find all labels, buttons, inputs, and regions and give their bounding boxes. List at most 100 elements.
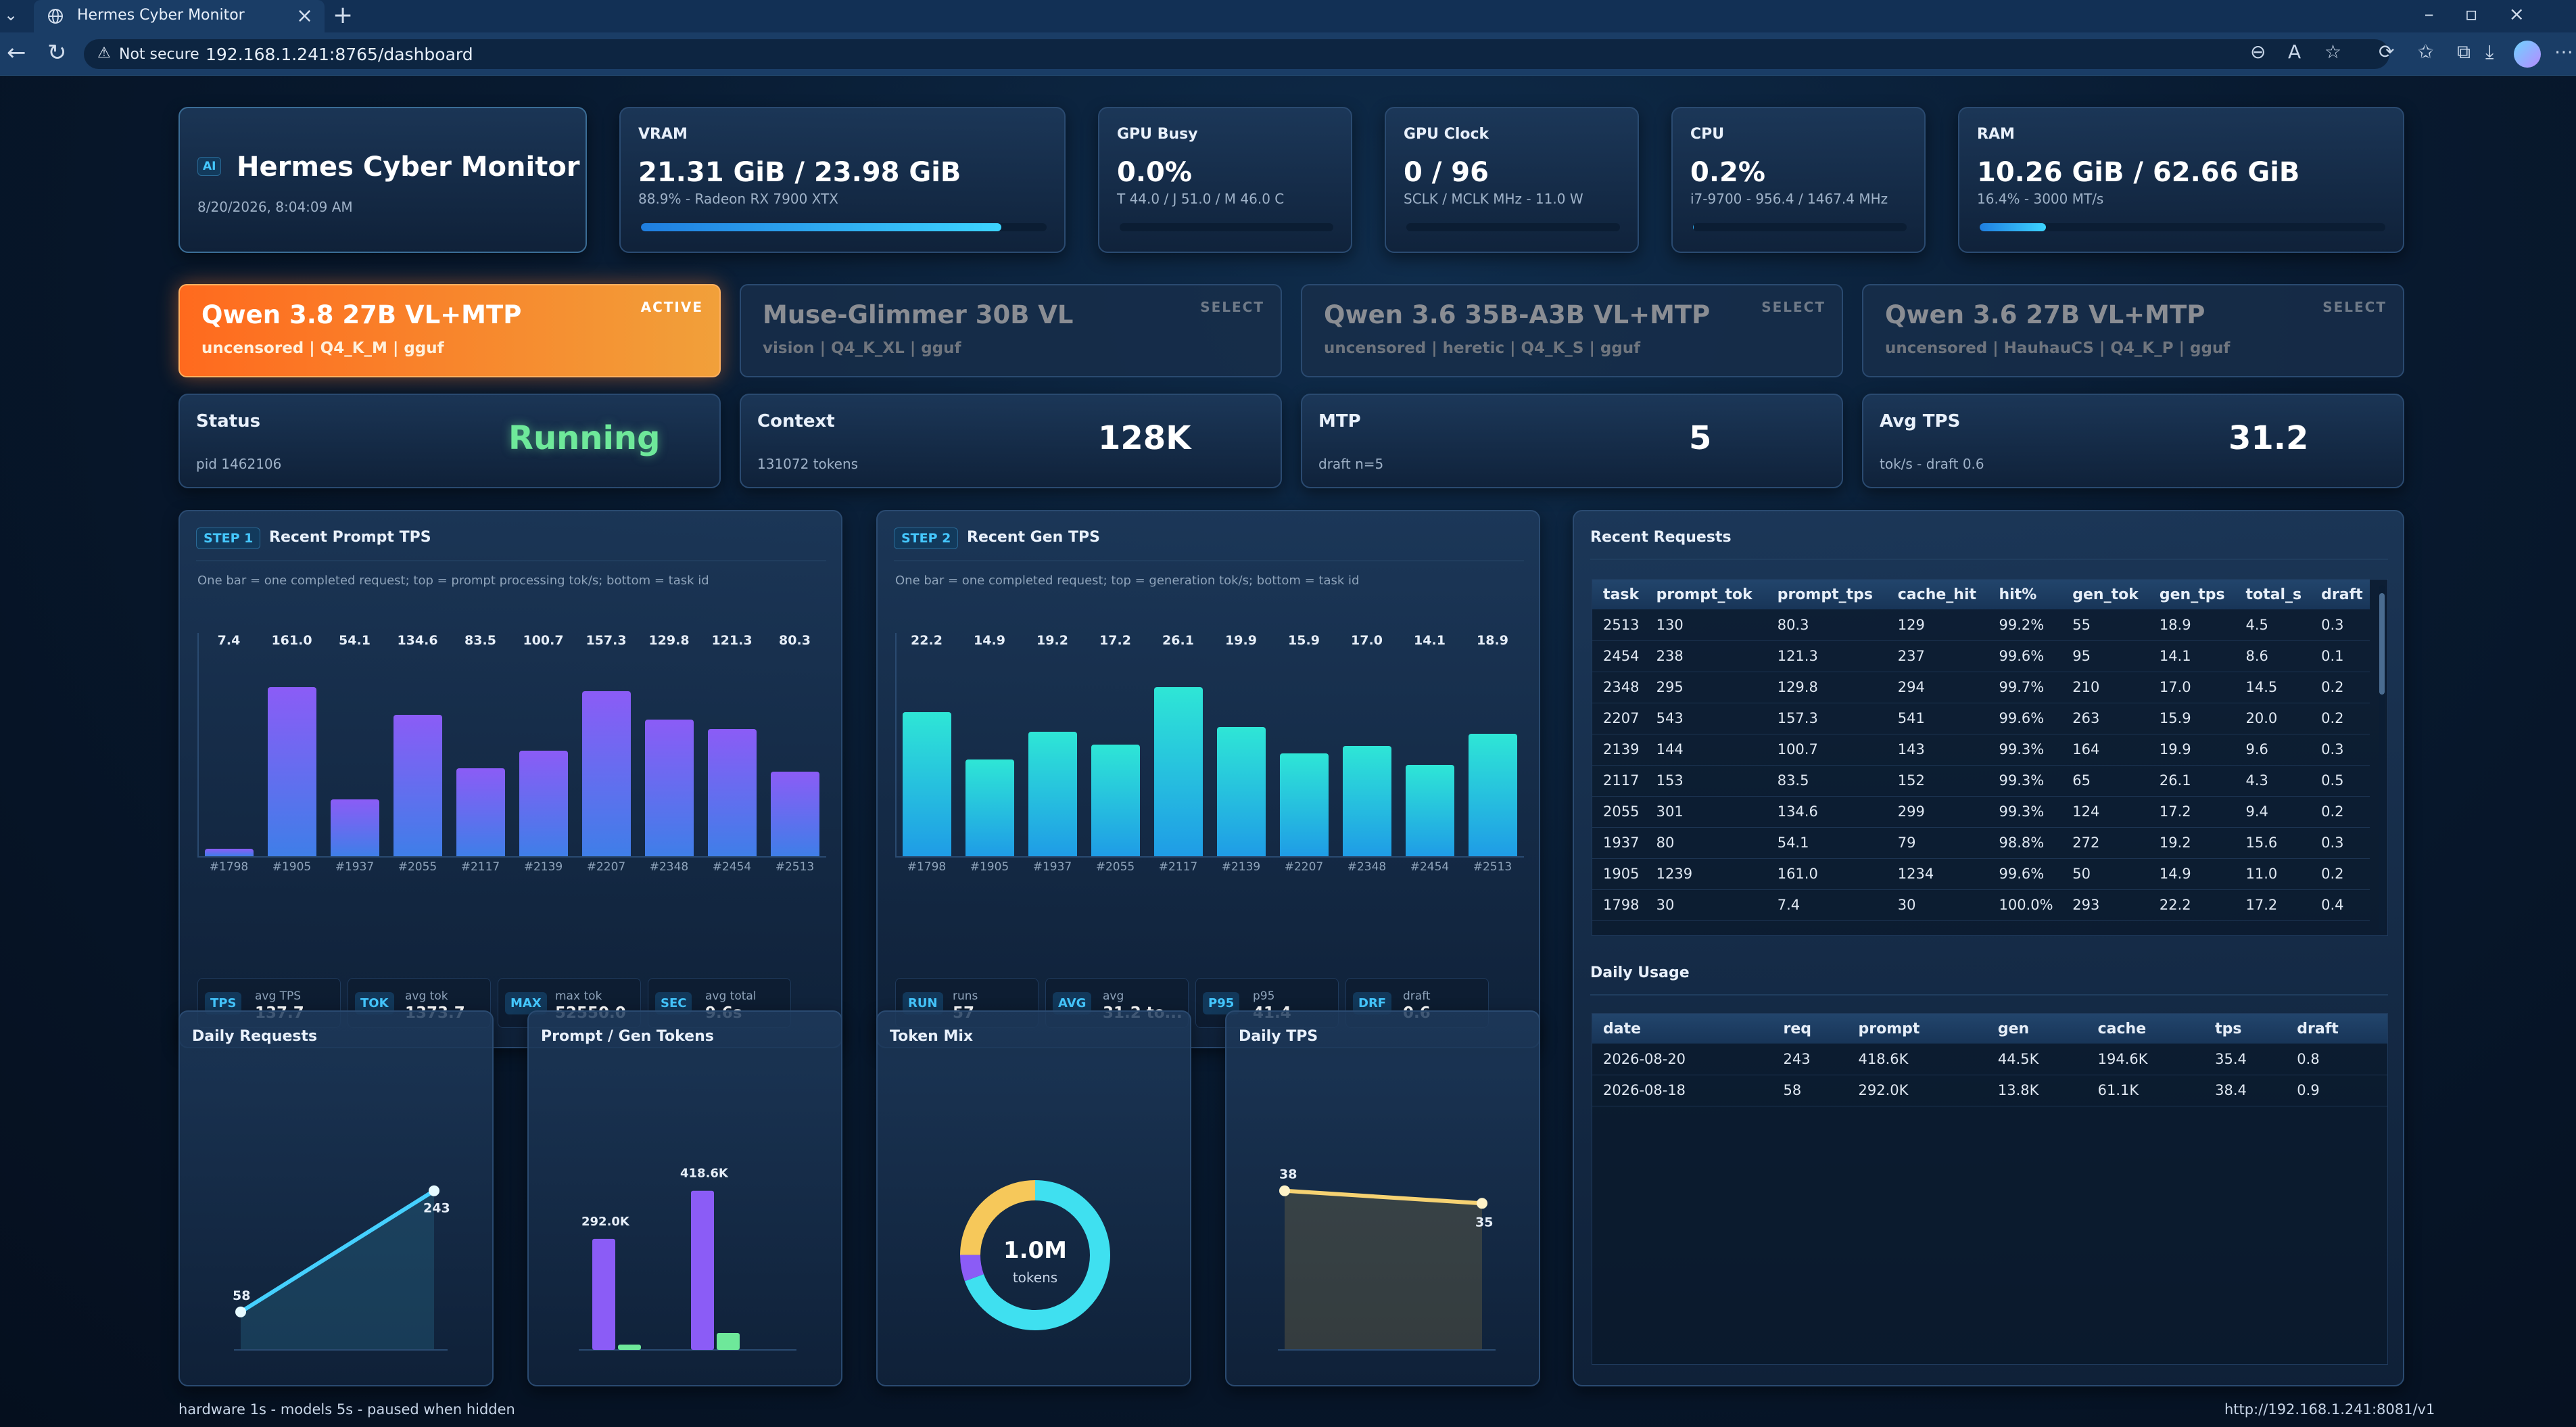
vram-label: VRAM [638, 126, 688, 143]
data-label: 17.0 [1351, 633, 1383, 648]
data-label: 26.1 [1162, 633, 1194, 648]
read-aloud-icon[interactable]: A [2288, 41, 2301, 63]
warning-icon[interactable]: ⚠ [97, 45, 111, 62]
panel-title: Recent Prompt TPS [269, 529, 431, 546]
select-button[interactable]: SELECT [1761, 299, 1826, 315]
chart-title: Daily Requests [192, 1028, 318, 1045]
close-tab-icon[interactable]: × [296, 4, 314, 28]
scrollbar-thumb[interactable] [2379, 593, 2385, 695]
table-cell: 8.6 [2235, 640, 2311, 672]
data-label: 17.2 [1099, 633, 1131, 648]
data-label: 129.8 [648, 633, 690, 648]
table-cell: 143 [1886, 734, 1988, 766]
model-name: Qwen 3.6 27B VL+MTP [1885, 300, 2205, 329]
model-card-1[interactable]: Qwen 3.8 27B VL+MTP uncensored | Q4_K_M … [178, 284, 721, 377]
table-cell: 418.6K [1847, 1044, 1987, 1075]
avg-tps-card: Avg TPS tok/s - draft 0.6 31.2 [1862, 394, 2404, 488]
table-cell: 210 [2061, 672, 2149, 703]
ram-bar [1980, 223, 2385, 231]
new-tab-icon[interactable]: + [333, 1, 354, 29]
bar [519, 750, 568, 856]
refresh-icon[interactable]: ↻ [47, 39, 67, 66]
kpi-label: avg TPS [255, 989, 302, 1003]
download-icon[interactable]: ⤓ [2485, 41, 2494, 63]
ram-card: RAM 10.26 GiB / 62.66 GiB 16.4% - 3000 M… [1958, 107, 2404, 253]
table-cell: 9.4 [2235, 796, 2311, 828]
table-cell: 26.1 [2148, 765, 2235, 797]
tab-menu-icon[interactable]: ⌄ [4, 5, 18, 24]
table-cell: 293 [2061, 889, 2149, 921]
vram-card: VRAM 21.31 GiB / 23.98 GiB 88.9% - Radeo… [619, 107, 1066, 253]
bar [393, 714, 442, 856]
table-cell: 2139 [1592, 734, 1646, 766]
favorites-icon[interactable]: ✩ [2418, 41, 2434, 63]
bar [618, 1344, 641, 1350]
data-label: 100.7 [523, 633, 564, 648]
data-label: 15.9 [1288, 633, 1320, 648]
zoom-icon[interactable]: ⊖ [2250, 41, 2266, 63]
requests-table: task prompt_tok prompt_tps cache_hit hit% gen… [1592, 580, 2370, 921]
table-cell: 1798 [1592, 889, 1646, 921]
favorite-star-icon[interactable]: ☆ [2324, 41, 2342, 63]
recent-requests-table: task prompt_tok prompt_tps cache_hit hit% gen… [1592, 579, 2388, 936]
table-cell: 161.0 [1766, 858, 1887, 890]
gpu-clock-label: GPU Clock [1404, 126, 1489, 143]
mtp-card: MTP draft n=5 5 [1301, 394, 1843, 488]
model-name: Qwen 3.6 35B-A3B VL+MTP [1324, 300, 1711, 329]
center-value: 1.0M [1003, 1237, 1067, 1264]
chart-title: Daily TPS [1239, 1028, 1318, 1045]
daily-tps-card: Daily TPS 38 35 [1225, 1010, 1540, 1386]
gpu-busy-detail: T 44.0 / J 51.0 / M 46.0 C [1117, 191, 1285, 207]
data-label: 54.1 [339, 633, 371, 648]
table-cell: 543 [1645, 703, 1767, 734]
avatar[interactable] [2514, 41, 2541, 68]
table-row: 2055 301 134.6 299 99.3% 124 17.2 9.4 0.2 [1592, 796, 2370, 828]
panel-title: Recent Gen TPS [967, 529, 1100, 546]
step-badge: STEP 1 [196, 528, 261, 549]
kpi-label: avg tok [405, 989, 448, 1003]
select-button[interactable]: SELECT [1200, 299, 1264, 315]
table-cell: 2348 [1592, 672, 1646, 703]
table-header: date req prompt gen cache tps draft [1592, 1014, 2387, 1044]
table-cell: 95 [2061, 640, 2149, 672]
back-icon[interactable]: ← [7, 39, 26, 66]
table-header: task prompt_tok prompt_tps cache_hit hit% gen… [1592, 580, 2370, 609]
table-cell: 99.7% [1988, 672, 2062, 703]
gpu-busy-label: GPU Busy [1117, 126, 1198, 143]
url-field[interactable]: ⚠ Not secure 192.168.1.241:8765/dashboar… [84, 39, 2389, 69]
window-controls[interactable]: –▫× [2424, 3, 2556, 25]
tick-label: #2139 [1221, 860, 1261, 874]
column-header: hit% [1988, 580, 2062, 609]
table-cell: 152 [1886, 765, 1988, 797]
prompt-gen-tokens-chart: 292.0K 418.6K [579, 1167, 796, 1351]
data-label: 18.9 [1477, 633, 1508, 648]
model-card-4[interactable]: Qwen 3.6 27B VL+MTP uncensored | HauhauC… [1862, 284, 2404, 377]
table-cell: 14.1 [2148, 640, 2235, 672]
table-cell: 130 [1645, 609, 1767, 641]
avg-tps-value: 31.2 [2228, 419, 2309, 457]
model-card-3[interactable]: Qwen 3.6 35B-A3B VL+MTP uncensored | her… [1301, 284, 1843, 377]
table-cell: 19.9 [2148, 734, 2235, 766]
kpi-label: runs [953, 989, 978, 1003]
model-card-2[interactable]: Muse-Glimmer 30B VL vision | Q4_K_XL | g… [740, 284, 1282, 377]
more-icon[interactable]: ⋯ [2554, 41, 2573, 63]
column-header: cache_hit [1886, 580, 1988, 609]
bar [691, 1190, 714, 1350]
token-mix-chart: 1.0M tokens [960, 1180, 1110, 1330]
browser-titlebar: ⌄ Hermes Cyber Monitor × + –▫× [0, 0, 2576, 32]
url-text[interactable]: 192.168.1.241:8765/dashboard [206, 45, 473, 64]
security-label[interactable]: Not secure [119, 46, 199, 63]
data-label: 243 [423, 1201, 450, 1216]
table-cell: 55 [2061, 609, 2149, 641]
extensions-icon[interactable]: ⟳ [2379, 41, 2395, 63]
table-cell: 0.3 [2310, 827, 2370, 859]
table-cell: 243 [1772, 1044, 1848, 1075]
browser-tab[interactable]: Hermes Cyber Monitor × [34, 0, 325, 32]
scrollbar[interactable] [2379, 585, 2385, 931]
table-cell: 129 [1886, 609, 1988, 641]
table-cell: 1239 [1645, 858, 1767, 890]
select-button[interactable]: SELECT [2322, 299, 2387, 315]
collections-icon[interactable]: ⧉ [2457, 41, 2471, 63]
table-cell: 99.3% [1988, 734, 2062, 766]
vram-usage-bar [641, 223, 1047, 231]
